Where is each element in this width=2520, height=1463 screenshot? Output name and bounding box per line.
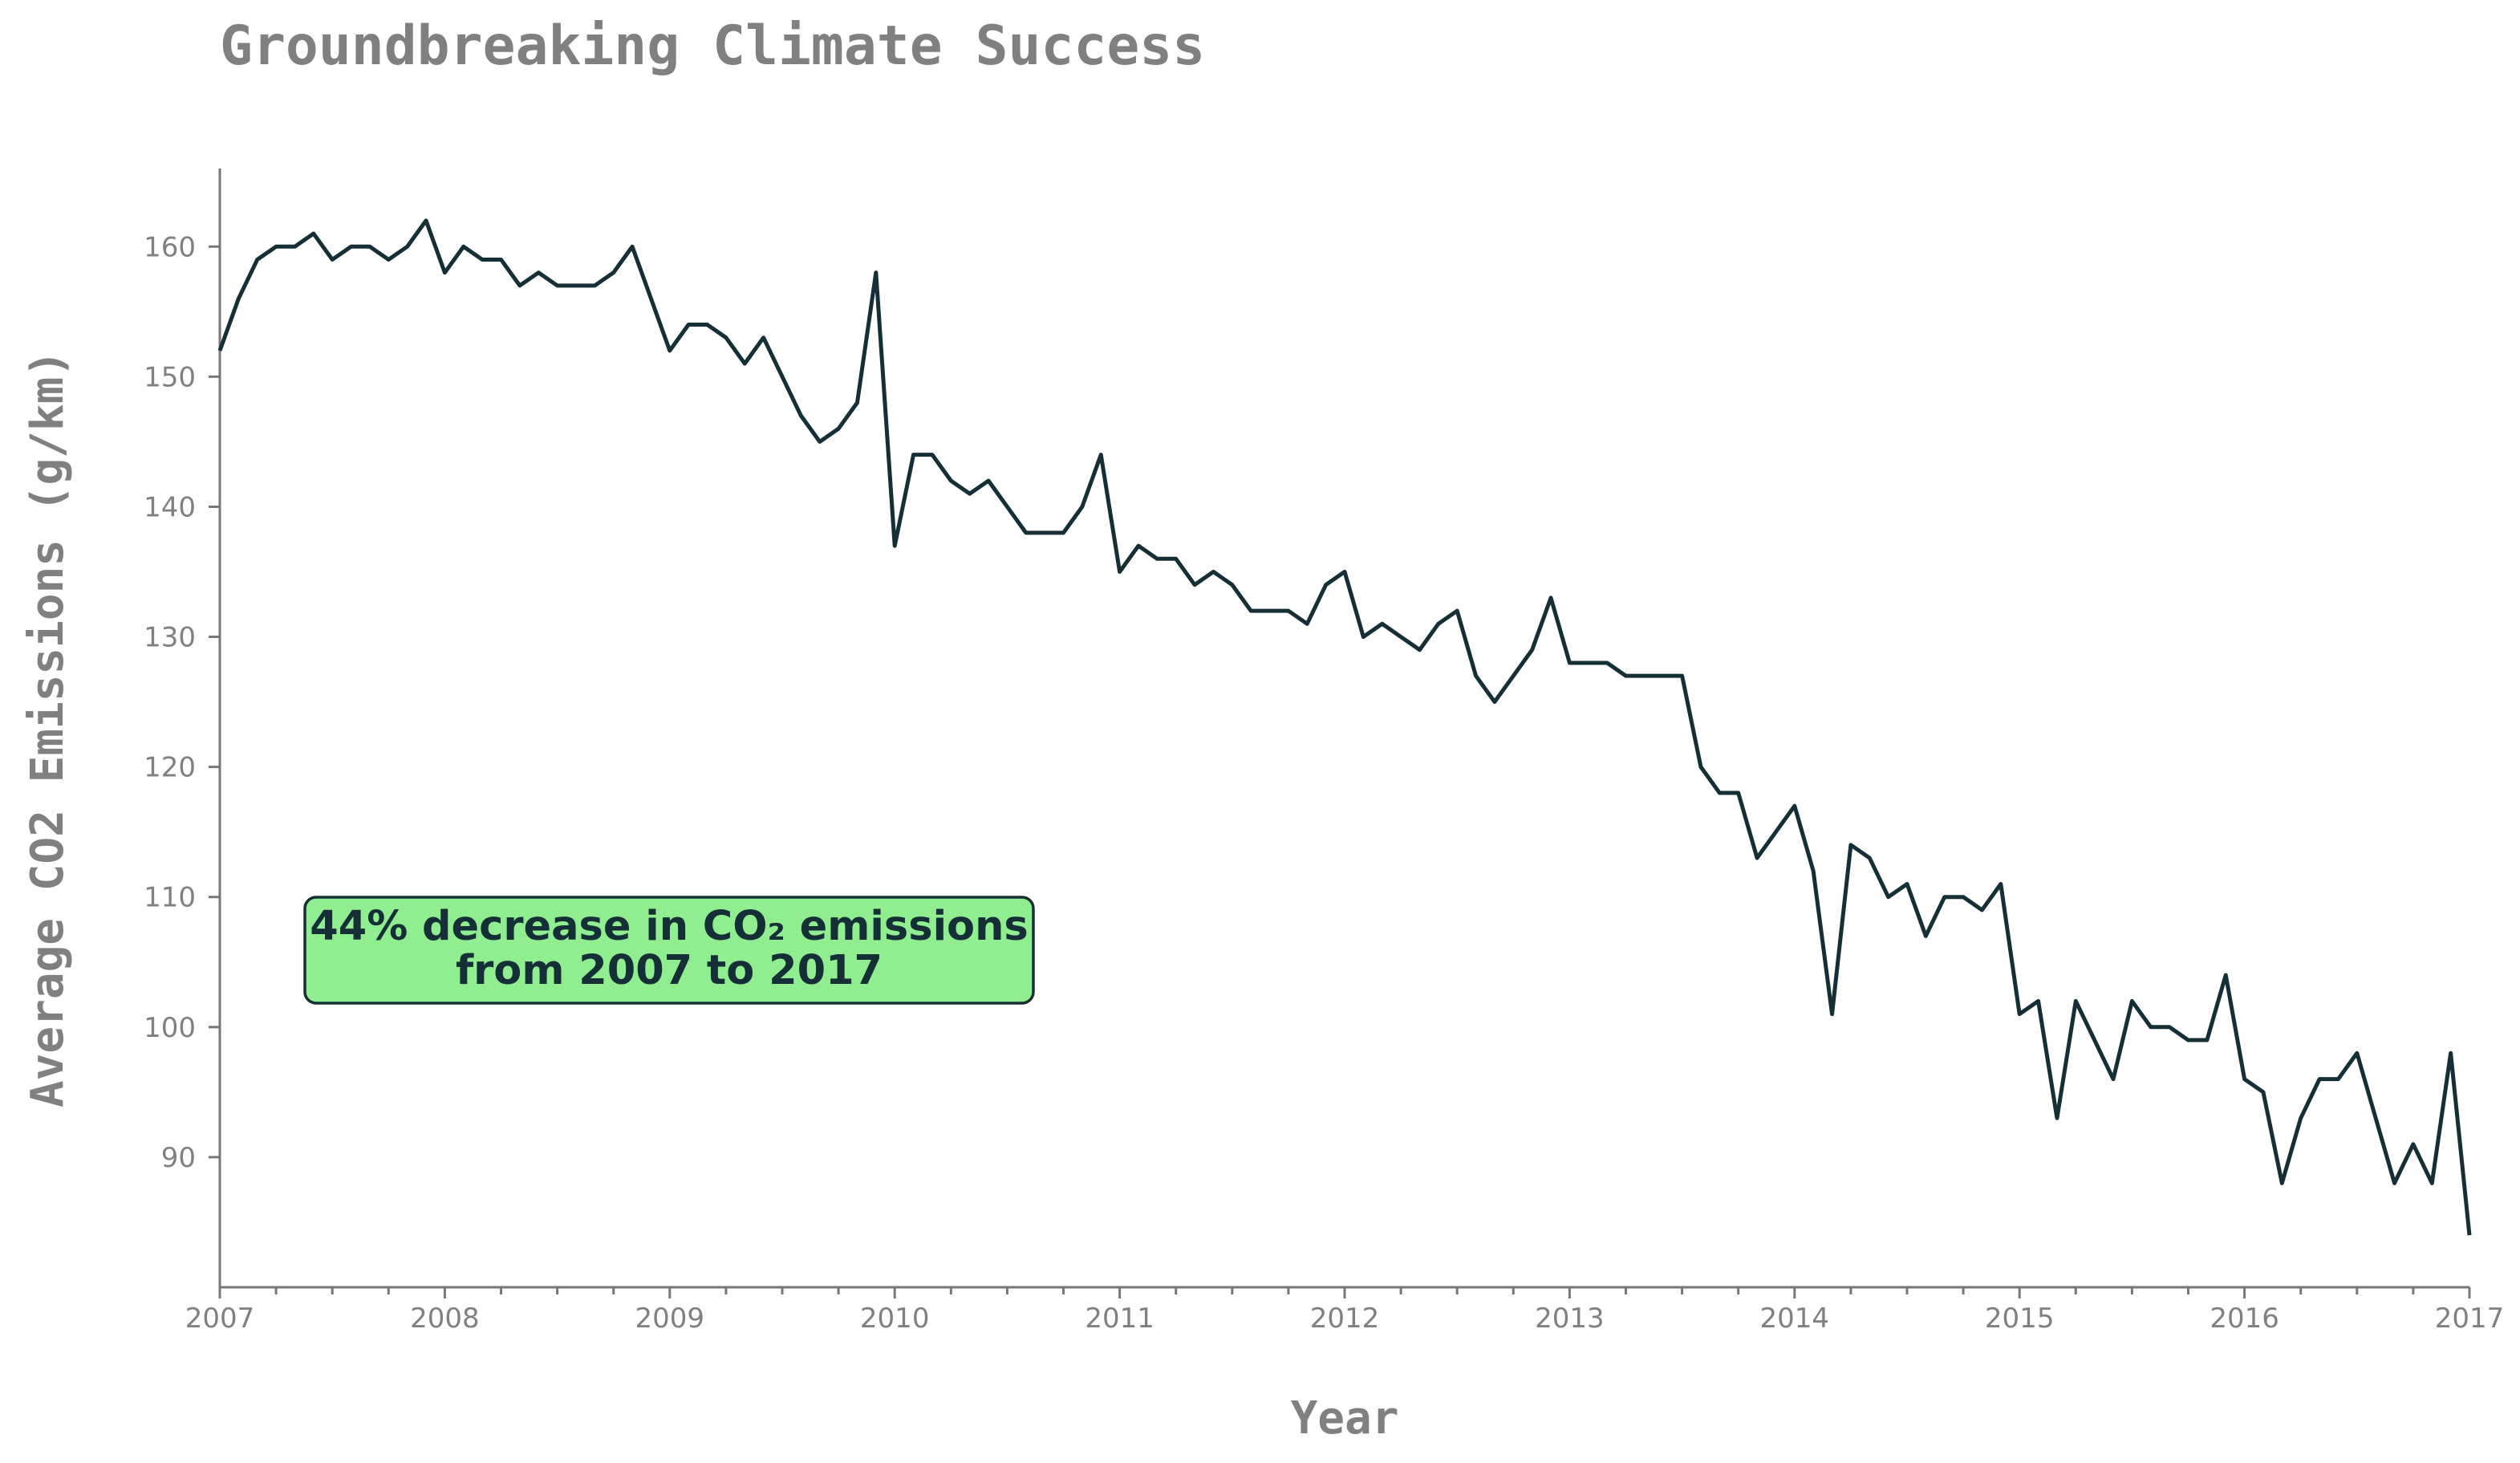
y-tick-label: 120 — [144, 752, 196, 784]
series-line — [217, 218, 2472, 1236]
x-tick-label: 2017 — [2435, 1302, 2505, 1335]
y-axis-ticks: 90 100 110 120 130 140 150 160 — [144, 231, 220, 1174]
x-axis-label: Year — [1291, 1392, 1399, 1445]
x-tick-label: 2014 — [1760, 1302, 1830, 1335]
y-axis-label: Average CO2 Emissions (g/km) — [22, 350, 74, 1107]
x-tick-label: 2008 — [410, 1302, 480, 1335]
y-tick-label: 100 — [144, 1012, 196, 1044]
annotation-line-2: from 2007 to 2017 — [456, 947, 883, 994]
chart-title: Groundbreaking Climate Success — [220, 14, 1205, 78]
y-tick-label: 150 — [144, 361, 196, 393]
x-tick-label: 2012 — [1310, 1302, 1380, 1335]
x-tick-label: 2013 — [1535, 1302, 1605, 1335]
y-tick-label: 140 — [144, 491, 196, 523]
annotation-background — [303, 896, 1035, 1005]
y-tick-label: 90 — [161, 1142, 196, 1174]
x-tick-label: 2016 — [2210, 1302, 2279, 1335]
x-tick-label: 2009 — [635, 1302, 705, 1335]
x-axis-ticks: 2007 2008 2009 2010 2011 2012 2013 2014 2015 2016… — [185, 1287, 2505, 1335]
x-tick-label: 2011 — [1085, 1302, 1154, 1335]
annotation-box: 44% decrease in CO₂ emissions from 2007 … — [303, 896, 1035, 1005]
x-tick-label: 2007 — [185, 1302, 255, 1335]
axes — [218, 169, 2469, 1289]
y-tick-label: 130 — [144, 622, 196, 654]
annotation-line-1: 44% decrease in CO₂ emissions — [310, 903, 1029, 950]
x-tick-label: 2010 — [860, 1302, 930, 1335]
x-tick-label: 2015 — [1985, 1302, 2055, 1335]
y-tick-label: 110 — [144, 882, 196, 914]
y-tick-label: 160 — [144, 231, 196, 263]
